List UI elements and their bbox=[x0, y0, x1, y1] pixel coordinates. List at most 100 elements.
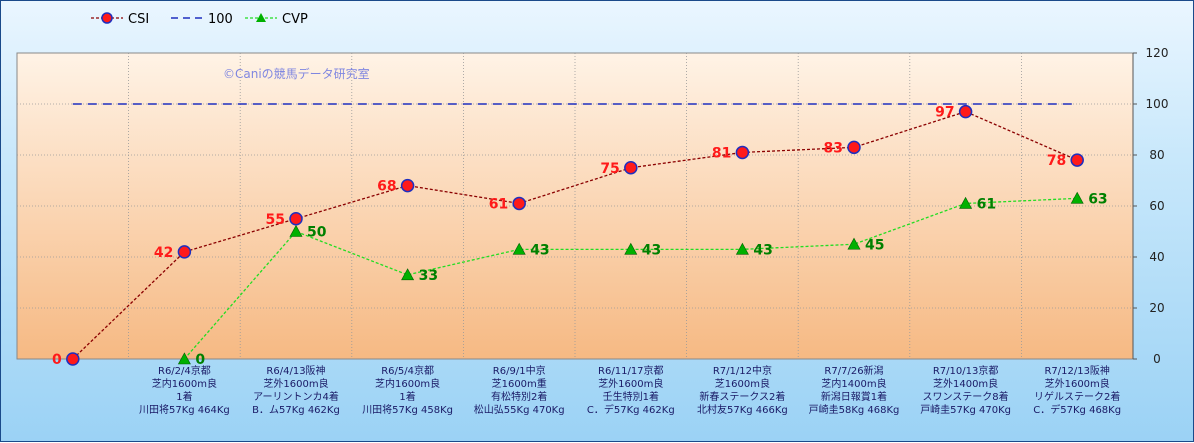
x-tick-label: 新潟日報賞1着 bbox=[821, 390, 887, 403]
y-tick-label: 40 bbox=[1149, 250, 1164, 264]
legend: CSI 100 CVP bbox=[91, 12, 308, 27]
legend-cvp-label: CVP bbox=[282, 12, 308, 27]
csi-point bbox=[958, 104, 973, 119]
csi-point bbox=[177, 245, 192, 259]
x-tick-label: リゲルステーク2着 bbox=[1034, 390, 1120, 403]
x-tick-label: R6/4/13阪神 bbox=[266, 364, 325, 377]
legend-csi-label: CSI bbox=[128, 12, 149, 27]
x-tick-label: R6/5/4京都 bbox=[381, 364, 434, 377]
cvp-point bbox=[1070, 191, 1084, 204]
x-tick-label: 川田将57Kg 464Kg bbox=[139, 404, 230, 416]
csi-point bbox=[66, 352, 80, 366]
csi-point bbox=[847, 140, 861, 155]
x-tick-label: 有松特別2着 bbox=[491, 390, 547, 403]
x-tick-label: B．ム57Kg 462Kg bbox=[252, 404, 340, 416]
csi-point bbox=[1070, 153, 1084, 167]
x-tick-label: 戸崎圭57Kg 470Kg bbox=[920, 403, 1011, 416]
cvp-point bbox=[289, 224, 303, 237]
cvp-point bbox=[512, 242, 526, 255]
csi-point bbox=[512, 196, 526, 211]
csi-data-label: 97 bbox=[935, 105, 954, 121]
cvp-data-label: 43 bbox=[642, 242, 661, 258]
cvp-point bbox=[959, 196, 973, 209]
x-tick-label: アーリントンカ4着 bbox=[253, 390, 339, 403]
csi-data-label: 83 bbox=[824, 140, 843, 156]
y-tick-label: 100 bbox=[1146, 97, 1169, 111]
x-tick-label: 芝1600m重 bbox=[492, 377, 547, 390]
x-tick-label: 芝外1400m良 bbox=[933, 377, 998, 390]
csi-data-label: 68 bbox=[377, 179, 396, 195]
cvp-point bbox=[735, 242, 749, 255]
y-tick-label: 60 bbox=[1149, 199, 1164, 213]
x-tick-label: C．デ57Kg 468Kg bbox=[1033, 403, 1121, 416]
csi-point bbox=[624, 161, 638, 175]
csi-point bbox=[400, 178, 415, 193]
x-tick-label: C．デ57Kg 462Kg bbox=[587, 403, 675, 416]
cvp-point bbox=[624, 242, 638, 255]
csi-data-label: 61 bbox=[489, 196, 508, 212]
x-tick-label: R7/1/12中京 bbox=[713, 364, 772, 377]
x-tick-label: 芝内1400m良 bbox=[821, 377, 886, 390]
x-tick-label: 松山弘55Kg 470Kg bbox=[474, 403, 565, 416]
x-tick-label: 1着 bbox=[399, 390, 415, 403]
legend-csi-marker bbox=[101, 12, 113, 24]
cvp-data-label: 43 bbox=[753, 242, 772, 258]
csi-data-label: 75 bbox=[600, 161, 619, 177]
x-tick-label: 新春ステークス2着 bbox=[699, 390, 785, 403]
x-tick-label: 芝外1600m良 bbox=[263, 377, 328, 390]
csi-point bbox=[735, 145, 750, 160]
x-tick-label: 芝内1600m良 bbox=[152, 377, 217, 390]
x-tick-label: R6/9/1中京 bbox=[493, 364, 546, 377]
csi-data-label: 78 bbox=[1047, 153, 1066, 169]
cvp-data-label: 43 bbox=[530, 242, 549, 258]
x-tick-label: 芝外1600m良 bbox=[1045, 377, 1110, 390]
y-tick-label: 0 bbox=[1153, 352, 1161, 366]
csi-point bbox=[289, 212, 303, 226]
cvp-data-label: 33 bbox=[419, 268, 438, 284]
csi-data-label: 81 bbox=[712, 145, 731, 161]
y-tick-label: 20 bbox=[1149, 301, 1164, 315]
csi-data-label: 42 bbox=[154, 245, 173, 261]
x-tick-label: R7/10/13京都 bbox=[933, 364, 999, 377]
watermark-text: ©Caniの競馬データ研究室 bbox=[223, 66, 370, 81]
x-tick-label: 1着 bbox=[176, 390, 192, 403]
cvp-data-label: 50 bbox=[307, 225, 327, 241]
legend-cvp-marker bbox=[256, 13, 266, 22]
y-tick-label: 80 bbox=[1149, 148, 1164, 162]
y-tick-label: 120 bbox=[1146, 46, 1169, 60]
cvp-data-label: 45 bbox=[865, 237, 884, 253]
cvp-point bbox=[177, 352, 191, 365]
cvp-point bbox=[847, 237, 861, 250]
cvp-point bbox=[401, 268, 415, 281]
x-tick-label: 北村友57Kg 466Kg bbox=[697, 403, 788, 416]
x-tick-label: 戸崎圭58Kg 468Kg bbox=[809, 403, 900, 416]
x-tick-label: 芝内1600m良 bbox=[375, 377, 440, 390]
legend-ref-label: 100 bbox=[208, 12, 233, 27]
cvp-data-label: 61 bbox=[977, 196, 996, 212]
csi-data-label: 55 bbox=[266, 212, 285, 228]
x-tick-label: R7/7/26新潟 bbox=[824, 364, 883, 377]
x-tick-label: 芝外1600m良 bbox=[598, 377, 663, 390]
x-tick-label: 川田将57Kg 458Kg bbox=[362, 404, 453, 416]
series-line-csi bbox=[72, 110, 1078, 360]
csi-data-label: 0 bbox=[52, 352, 62, 368]
x-tick-label: スワンステーク8着 bbox=[923, 390, 1009, 403]
x-tick-label: R7/12/13阪神 bbox=[1044, 364, 1110, 377]
x-tick-label: R6/11/17京都 bbox=[598, 364, 664, 377]
cvp-data-label: 0 bbox=[195, 352, 205, 368]
x-tick-label: 芝1600m良 bbox=[715, 377, 770, 390]
x-tick-label: 壬生特別1着 bbox=[603, 390, 659, 403]
x-tick-label: R6/2/4京都 bbox=[158, 364, 211, 377]
cvp-data-label: 63 bbox=[1088, 191, 1107, 207]
